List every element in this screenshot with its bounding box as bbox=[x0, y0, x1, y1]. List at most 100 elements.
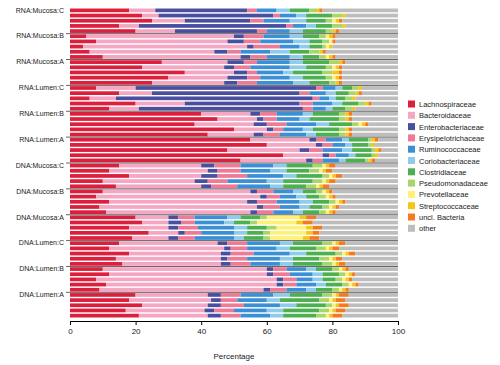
bar-segment bbox=[129, 252, 221, 256]
bar-segment bbox=[280, 262, 293, 266]
bar-segment bbox=[332, 102, 342, 106]
bar-segment bbox=[273, 210, 293, 214]
bar-segment bbox=[264, 236, 271, 240]
bar-segment bbox=[359, 91, 362, 95]
bar-segment bbox=[70, 303, 142, 307]
bar-segment bbox=[342, 76, 398, 80]
bar-segment bbox=[319, 236, 398, 240]
bar-segment bbox=[208, 133, 254, 137]
x-tick: 100 bbox=[392, 321, 406, 336]
bar-segment bbox=[342, 60, 345, 64]
bar-segment bbox=[273, 164, 286, 168]
bar-segment bbox=[106, 210, 250, 214]
bar-segment bbox=[349, 303, 398, 307]
bar-segment bbox=[346, 200, 398, 204]
legend-swatch bbox=[408, 225, 415, 232]
bar-segment bbox=[257, 190, 273, 194]
bar-segment bbox=[316, 24, 332, 28]
bar-segment bbox=[306, 24, 316, 28]
bar-segment bbox=[375, 153, 378, 157]
y-tick-label: DNA:Mucosa:B bbox=[16, 188, 64, 195]
bar-segment bbox=[349, 128, 352, 132]
bar-segment bbox=[90, 96, 116, 100]
bar-segment bbox=[329, 257, 332, 261]
bar-segment bbox=[336, 40, 398, 44]
bar-segment bbox=[323, 190, 326, 194]
bar-segment bbox=[270, 314, 283, 318]
bar-segment bbox=[70, 293, 136, 297]
bar-segment bbox=[352, 143, 368, 147]
bar-segment bbox=[254, 133, 264, 137]
bar-segment bbox=[70, 86, 96, 90]
bar-segment bbox=[296, 195, 306, 199]
bar-segment bbox=[372, 148, 375, 152]
bar-segment bbox=[316, 190, 323, 194]
bar-segment bbox=[336, 298, 346, 302]
bar-segment bbox=[332, 24, 342, 28]
bar-segment bbox=[342, 148, 352, 152]
bar-segment bbox=[355, 283, 358, 287]
y-tick: DNA:Mucosa:C bbox=[16, 162, 67, 169]
bar-segment bbox=[319, 195, 326, 199]
bar-segment bbox=[339, 159, 346, 163]
bar-segment bbox=[329, 96, 336, 100]
bar-segment bbox=[336, 278, 343, 282]
bar-segment bbox=[129, 9, 155, 13]
bar-segment bbox=[329, 34, 332, 38]
bar-segment bbox=[300, 45, 310, 49]
bar-segment bbox=[332, 40, 335, 44]
bar-segment bbox=[368, 102, 371, 106]
bar-segment bbox=[162, 60, 228, 64]
bar-segment bbox=[267, 267, 274, 271]
y-tick: DNA:Mucosa:B bbox=[16, 188, 67, 195]
bar-segment bbox=[326, 283, 342, 287]
bar-segment bbox=[342, 314, 398, 318]
bar-segment bbox=[96, 278, 276, 282]
bar-segment bbox=[70, 169, 109, 173]
bar-segment bbox=[260, 195, 267, 199]
bar-segment bbox=[326, 247, 329, 251]
bar-segment bbox=[342, 71, 398, 75]
bar-segment bbox=[195, 221, 225, 225]
bar-segment bbox=[319, 9, 322, 13]
bar-segment bbox=[332, 65, 335, 69]
legend-swatch bbox=[408, 157, 415, 164]
bar-segment bbox=[303, 34, 319, 38]
bar-segment bbox=[306, 195, 319, 199]
y-tick-label: DNA:Mucosa:A bbox=[16, 214, 64, 221]
bar-segment bbox=[70, 231, 149, 235]
y-tick-label: RNA:Lumen:A bbox=[19, 136, 64, 143]
bar-segment bbox=[346, 288, 349, 292]
bar-segment bbox=[336, 257, 343, 261]
bar-segment bbox=[346, 159, 366, 163]
bar-segment bbox=[326, 195, 329, 199]
bar-segment bbox=[218, 169, 241, 173]
bar-segment bbox=[267, 122, 287, 126]
x-tick-label: 80 bbox=[328, 327, 337, 336]
bar-segment bbox=[332, 190, 398, 194]
bar-segment bbox=[300, 205, 310, 209]
bar-segment bbox=[336, 241, 339, 245]
bar-segment bbox=[250, 262, 280, 266]
bar-segment bbox=[368, 138, 371, 142]
bar-segment bbox=[306, 252, 336, 256]
bar-segment bbox=[336, 293, 339, 297]
bar-segment bbox=[90, 50, 215, 54]
bar-segment bbox=[70, 283, 106, 287]
bar-segment bbox=[309, 148, 322, 152]
bar-segment bbox=[313, 221, 398, 225]
bar-segment bbox=[267, 215, 300, 219]
bar-segment bbox=[326, 50, 398, 54]
bar-segment bbox=[70, 19, 152, 23]
bar-segment bbox=[244, 34, 264, 38]
legend-swatch bbox=[408, 168, 415, 175]
legend-label: other bbox=[419, 224, 437, 233]
bar-segment bbox=[70, 122, 195, 126]
bar-segment bbox=[365, 122, 368, 126]
bar-segment bbox=[234, 34, 244, 38]
bar-segment bbox=[214, 164, 240, 168]
y-tick: DNA:Mucosa:A bbox=[16, 214, 67, 221]
bar-segment bbox=[329, 195, 332, 199]
bar-segment bbox=[254, 252, 290, 256]
bar-segment bbox=[293, 241, 323, 245]
